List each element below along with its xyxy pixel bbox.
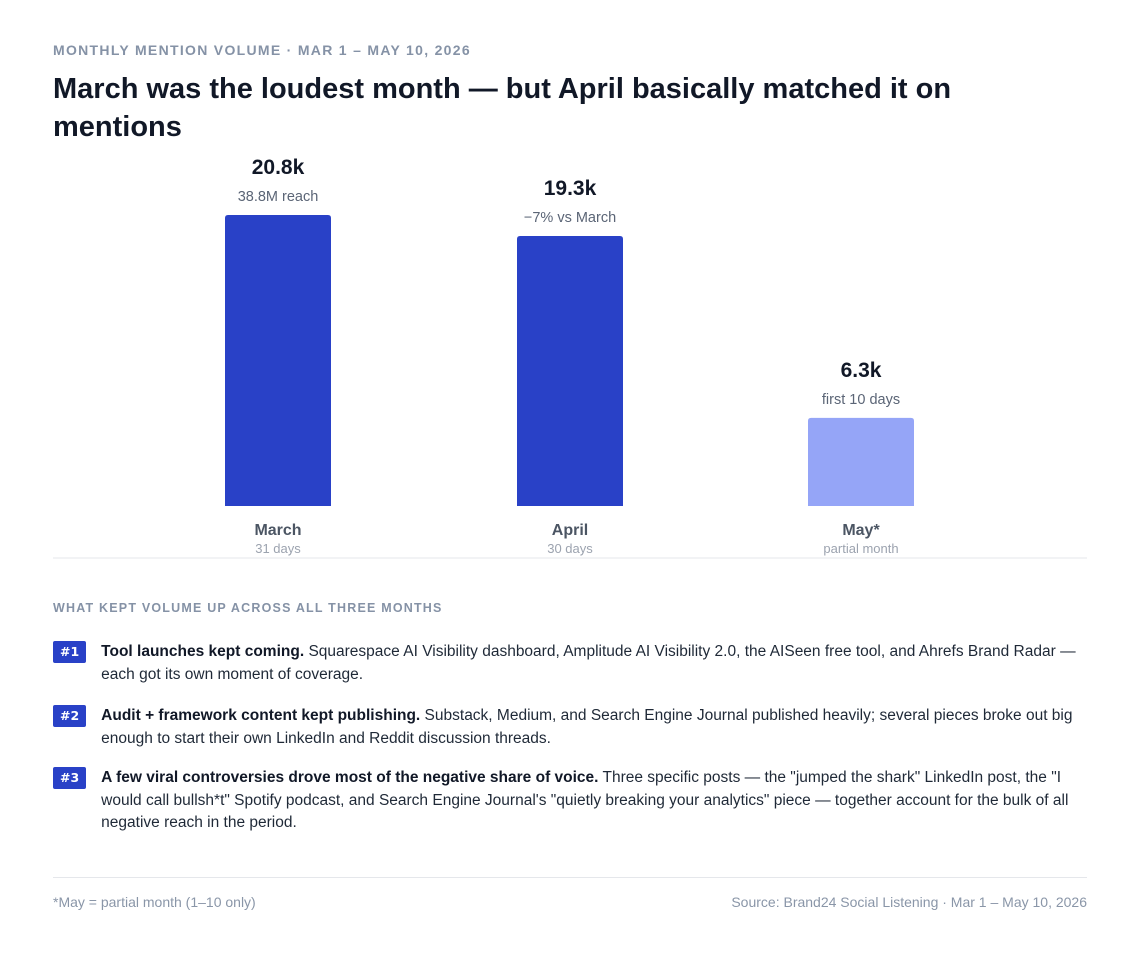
rank-badge: #3: [53, 767, 87, 789]
driver-text: A few viral controversies drove most of …: [101, 767, 1083, 835]
rank-badge: #2: [53, 705, 87, 727]
bar-annotation: 38.8M reach: [238, 189, 319, 205]
driver-lead: Tool launches kept coming.: [101, 643, 305, 660]
rank-badge: #1: [53, 641, 87, 663]
source-note: Source: Brand24 Social Listening · Mar 1…: [731, 894, 1087, 910]
eyebrow: MONTHLY MENTION VOLUME · MAR 1 – MAY 10,…: [53, 42, 471, 58]
driver-item: #3 A few viral controversies drove most …: [53, 767, 1083, 835]
driver-text: Audit + framework content kept publishin…: [101, 705, 1083, 750]
footer-divider: [53, 877, 1087, 878]
bar-annotation: first 10 days: [822, 392, 900, 408]
driver-lead: A few viral controversies drove most of …: [101, 769, 599, 786]
driver-text: Tool launches kept coming. Squarespace A…: [101, 641, 1083, 686]
footnote: *May = partial month (1–10 only): [53, 894, 256, 910]
bar-annotation: −7% vs March: [524, 210, 616, 226]
drivers-section-label: WHAT KEPT VOLUME UP ACROSS ALL THREE MON…: [53, 601, 443, 615]
driver-body: Three specific posts — the "jumped the s…: [101, 769, 1069, 831]
category-label: March: [254, 522, 301, 539]
category-sublabel: 30 days: [547, 541, 593, 556]
bar-chart: 20.8k 38.8M reach March 31 days 19.3k −7% vs …: [53, 156, 1087, 559]
value-label: 20.8k: [252, 156, 305, 179]
page-title: March was the loudest month — but April …: [53, 73, 952, 143]
driver-item: #2 Audit + framework content kept publis…: [53, 705, 1083, 750]
driver-lead: Audit + framework content kept publishin…: [101, 707, 421, 724]
value-label: 19.3k: [544, 177, 597, 200]
driver-body: Squarespace AI Visibility dashboard, Amp…: [101, 643, 1076, 683]
driver-body: Substack, Medium, and Search Engine Jour…: [101, 707, 1073, 747]
bar: [225, 215, 331, 506]
driver-item: #1 Tool launches kept coming. Squarespac…: [53, 641, 1083, 686]
value-label: 6.3k: [841, 359, 882, 382]
category-label: May*: [842, 522, 880, 539]
bar: [808, 417, 914, 506]
bar: [517, 235, 623, 506]
category-sublabel: partial month: [823, 541, 898, 556]
category-label: April: [552, 522, 588, 539]
category-sublabel: 31 days: [255, 541, 301, 556]
